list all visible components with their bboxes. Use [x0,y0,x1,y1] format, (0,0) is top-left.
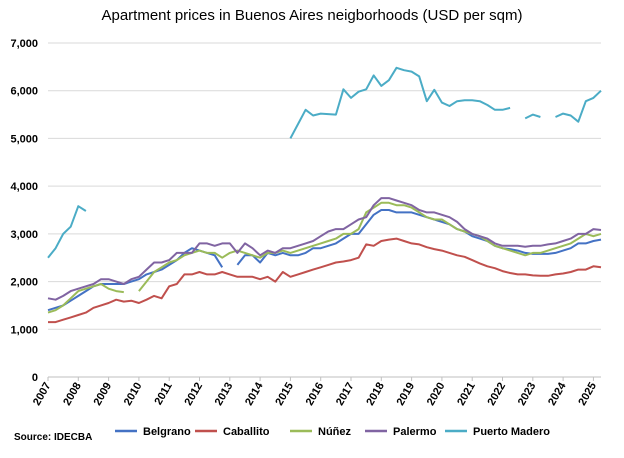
chart-title: Apartment prices in Buenos Aires neigbor… [101,7,522,24]
y-tick-label: 4,000 [10,181,38,193]
y-tick-label: 1,000 [10,324,38,336]
legend-label: Núñez [318,426,352,438]
y-tick-label: 6,000 [10,86,38,98]
y-tick-label: 0 [32,372,38,384]
source-note: Source: IDECBA [14,432,92,443]
series-line [47,66,602,259]
legend-label: Puerto Madero [473,426,550,438]
series-line [47,197,602,301]
y-tick-label: 2,000 [10,277,38,289]
legend-label: Belgrano [143,426,191,438]
legend-label: Palermo [393,426,437,438]
y-tick-label: 3,000 [10,229,38,241]
y-tick-label: 7,000 [10,38,38,50]
legend-label: Caballito [223,426,270,438]
y-tick-label: 5,000 [10,133,38,145]
series-line [48,237,602,324]
